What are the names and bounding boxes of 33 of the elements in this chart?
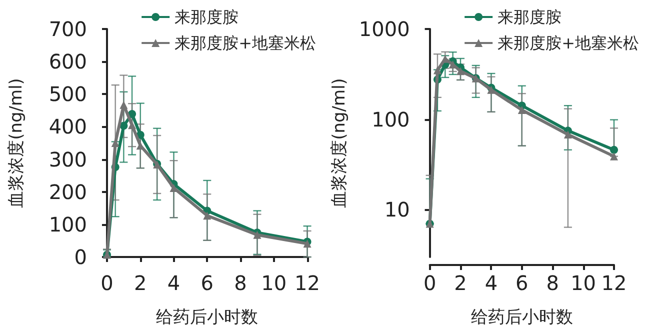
y-tick-label: 400 xyxy=(48,114,87,139)
x-axis-title: 给药后小时数 xyxy=(470,308,573,328)
y-tick-label: 500 xyxy=(48,82,87,106)
x-tick-label: 0 xyxy=(423,271,436,295)
y-tick-label: 300 xyxy=(48,147,87,172)
x-tick-label: 2 xyxy=(454,271,467,295)
x-tick-label: 12 xyxy=(294,271,320,295)
y-axis-title: 血浆浓度(ng/ml) xyxy=(330,78,350,208)
x-tick-label: 10 xyxy=(570,271,596,295)
y-axis-title: 血浆浓度(ng/ml) xyxy=(6,78,26,208)
x-tick-label: 4 xyxy=(167,271,180,295)
y-tick-label: 600 xyxy=(48,50,87,74)
x-axis-title: 给药后小时数 xyxy=(156,308,258,328)
y-tick-label: 10 xyxy=(384,198,410,222)
legend-label: 来那度胺+地塞米松 xyxy=(498,34,639,52)
legend-label: 来那度胺+地塞米松 xyxy=(174,34,316,52)
x-tick-label: 4 xyxy=(484,271,498,295)
y-tick-label: 1000 xyxy=(358,17,410,41)
x-tick-label: 6 xyxy=(200,271,214,295)
y-tick-label: 700 xyxy=(48,17,87,41)
x-tick-label: 2 xyxy=(134,271,147,295)
y-tick-label: 0 xyxy=(74,245,87,269)
x-tick-label: 0 xyxy=(100,271,114,295)
legend-label: 来那度胺 xyxy=(498,8,562,26)
y-tick-label: 200 xyxy=(48,180,87,204)
x-tick-label: 12 xyxy=(601,271,627,295)
x-tick-label: 8 xyxy=(546,271,559,295)
y-tick-label: 100 xyxy=(372,107,410,132)
x-tick-label: 8 xyxy=(234,271,247,295)
x-tick-label: 6 xyxy=(516,271,528,295)
legend-label: 来那度胺 xyxy=(174,8,239,26)
x-tick-label: 10 xyxy=(261,271,287,295)
y-tick-label: 100 xyxy=(48,212,87,236)
